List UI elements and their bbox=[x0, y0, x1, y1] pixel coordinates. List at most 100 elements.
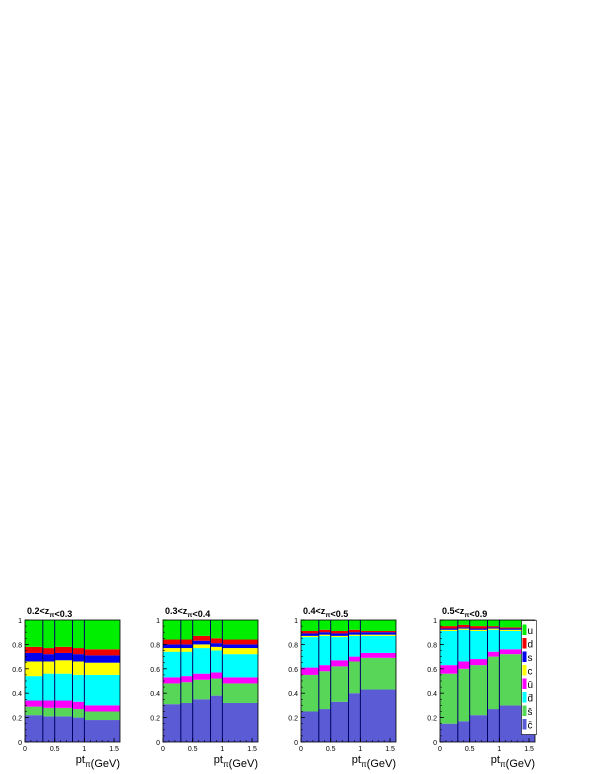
bar-segment-u-bin-2 bbox=[457, 620, 470, 625]
bar-segment-ū-bin-5 bbox=[360, 652, 396, 658]
x-tick-label: 0.5 bbox=[326, 746, 336, 753]
bar-segment-u-bin-1 bbox=[440, 620, 458, 627]
bar-segment-s̄-bin-3 bbox=[54, 707, 73, 717]
bar-segment-ū-bin-1 bbox=[163, 677, 181, 684]
bar-segment-s-bin-4 bbox=[348, 632, 361, 635]
bar-segment-u-bin-3 bbox=[469, 620, 488, 627]
bar-segment-s̄-bin-3 bbox=[192, 679, 211, 700]
x-tick-label: 0.5 bbox=[188, 746, 198, 753]
bar-segment-u-bin-5 bbox=[499, 620, 535, 628]
bar-segment-ū-bin-3 bbox=[330, 660, 349, 667]
bar-segment-d̄-bin-3 bbox=[330, 637, 349, 661]
y-tick-label: 0.4 bbox=[150, 691, 160, 698]
bar-segment-s-bin-5 bbox=[84, 655, 120, 663]
x-tick-label: 1.5 bbox=[109, 746, 119, 753]
bar-segment-d-bin-2 bbox=[180, 639, 193, 645]
bar-segment-d̄-bin-3 bbox=[192, 648, 211, 674]
chart-panel-1: 0 0.2 0.4 0.6 0.8 1 0 0.5 1 1.5 0.2<zπ<0.3 ptπ(GeV) bbox=[12, 606, 121, 770]
bar-segment-ū-bin-2 bbox=[457, 661, 470, 669]
bar-segment-d-bin-1 bbox=[301, 630, 319, 634]
bar-segment-c-bin-5 bbox=[499, 629, 535, 631]
bar-segment-ū-bin-5 bbox=[499, 649, 535, 655]
y-tick-label: 1 bbox=[294, 618, 298, 625]
x-axis-label: ptπ(GeV) bbox=[76, 754, 120, 770]
bar-segment-d-bin-2 bbox=[318, 629, 331, 633]
bar-segment-u-bin-3 bbox=[330, 620, 349, 631]
bar-segment-c̄-bin-5 bbox=[222, 702, 258, 742]
bar-segment-c̄-bin-1 bbox=[163, 704, 181, 742]
bar-segment-s-bin-5 bbox=[222, 644, 258, 649]
y-tick-label: 0.6 bbox=[288, 667, 298, 674]
bar-segment-d̄-bin-5 bbox=[222, 654, 258, 678]
x-axis-label: ptπ(GeV) bbox=[352, 754, 396, 770]
bar-segment-d̄-bin-5 bbox=[84, 674, 120, 706]
bar-segment-c-bin-2 bbox=[457, 628, 470, 630]
bar-segment-ū-bin-2 bbox=[180, 676, 193, 683]
bar-segment-u-bin-4 bbox=[72, 620, 85, 649]
bar-segment-c̄-bin-3 bbox=[54, 716, 73, 742]
bar-segment-s-bin-2 bbox=[457, 627, 470, 629]
y-tick-label: 0.8 bbox=[288, 642, 298, 649]
bar-segment-d̄-bin-3 bbox=[469, 630, 488, 660]
bar-segment-s̄-bin-5 bbox=[360, 657, 396, 690]
bar-segment-c̄-bin-2 bbox=[318, 709, 331, 742]
bar-segment-s̄-bin-1 bbox=[25, 706, 43, 716]
bar-segment-c̄-bin-2 bbox=[180, 702, 193, 742]
bar-segment-d̄-bin-2 bbox=[457, 629, 470, 662]
bar-segment-ū-bin-4 bbox=[487, 651, 500, 657]
bar-segment-s-bin-1 bbox=[301, 633, 319, 636]
x-tick-label: 1.5 bbox=[385, 746, 395, 753]
bar-segment-s-bin-3 bbox=[54, 652, 73, 661]
bar-segment-c̄-bin-5 bbox=[360, 689, 396, 742]
x-tick-label: 1.5 bbox=[524, 746, 534, 753]
bar-segment-d-bin-4 bbox=[348, 629, 361, 633]
bar-segment-ū-bin-3 bbox=[192, 673, 211, 680]
legend-label: s̄ bbox=[528, 707, 533, 718]
bar-segment-c-bin-4 bbox=[348, 634, 361, 636]
bar-segment-c-bin-5 bbox=[222, 648, 258, 655]
bar-segment-d̄-bin-1 bbox=[301, 637, 319, 668]
bar-segment-d-bin-1 bbox=[440, 626, 458, 629]
bar-segment-s̄-bin-5 bbox=[84, 711, 120, 721]
bar-segment-d̄-bin-3 bbox=[54, 673, 73, 701]
bar-segment-s-bin-3 bbox=[330, 633, 349, 636]
bar-segment-u-bin-1 bbox=[25, 620, 43, 647]
bar-segment-d̄-bin-1 bbox=[25, 676, 43, 701]
chart-panel-3: 0 0.2 0.4 0.6 0.8 1 0 0.5 1 1.5 0.4<zπ<0.5 ptπ(GeV) bbox=[288, 606, 397, 770]
x-tick-label: 1 bbox=[497, 746, 501, 753]
bar-segment-s-bin-1 bbox=[440, 628, 458, 630]
legend-swatch bbox=[522, 719, 527, 730]
y-tick-label: 0.2 bbox=[150, 716, 160, 723]
bar-segment-u-bin-1 bbox=[163, 620, 181, 640]
bar-segment-d̄-bin-1 bbox=[163, 651, 181, 678]
y-tick-label: 1 bbox=[156, 618, 160, 625]
bar-segment-c-bin-2 bbox=[180, 648, 193, 652]
bar-segment-c-bin-3 bbox=[330, 635, 349, 638]
bar-segment-d-bin-2 bbox=[457, 624, 470, 628]
bar-segment-s-bin-3 bbox=[469, 628, 488, 630]
y-tick-label: 0.2 bbox=[427, 716, 437, 723]
legend-label: d̄ bbox=[528, 694, 534, 705]
bar-segment-s̄-bin-2 bbox=[318, 671, 331, 710]
x-tick-label: 1 bbox=[220, 746, 224, 753]
y-tick-label: 0.4 bbox=[12, 691, 22, 698]
bar-segment-c̄-bin-1 bbox=[440, 723, 458, 742]
bar-segment-c-bin-1 bbox=[163, 648, 181, 652]
bar-segment-d-bin-5 bbox=[499, 627, 535, 629]
y-tick-label: 0 bbox=[156, 740, 160, 747]
bar-segment-d̄-bin-4 bbox=[72, 674, 85, 702]
bar-segment-ū-bin-5 bbox=[222, 677, 258, 684]
bar-segment-s-bin-3 bbox=[192, 640, 211, 645]
bar-segment-c-bin-1 bbox=[25, 661, 43, 677]
legend-swatch bbox=[522, 692, 527, 703]
bar-segment-u-bin-5 bbox=[360, 620, 396, 631]
bar-segment-d̄-bin-2 bbox=[180, 651, 193, 677]
y-tick-label: 0.4 bbox=[427, 691, 437, 698]
bar-segment-c-bin-3 bbox=[54, 660, 73, 674]
bar-segment-c-bin-5 bbox=[84, 662, 120, 675]
bar-segment-d-bin-3 bbox=[54, 646, 73, 653]
bar-segment-s-bin-1 bbox=[25, 652, 43, 662]
bar-segment-s̄-bin-2 bbox=[42, 707, 55, 717]
bar-segment-u-bin-1 bbox=[301, 620, 319, 631]
bar-segment-u-bin-4 bbox=[487, 620, 500, 627]
